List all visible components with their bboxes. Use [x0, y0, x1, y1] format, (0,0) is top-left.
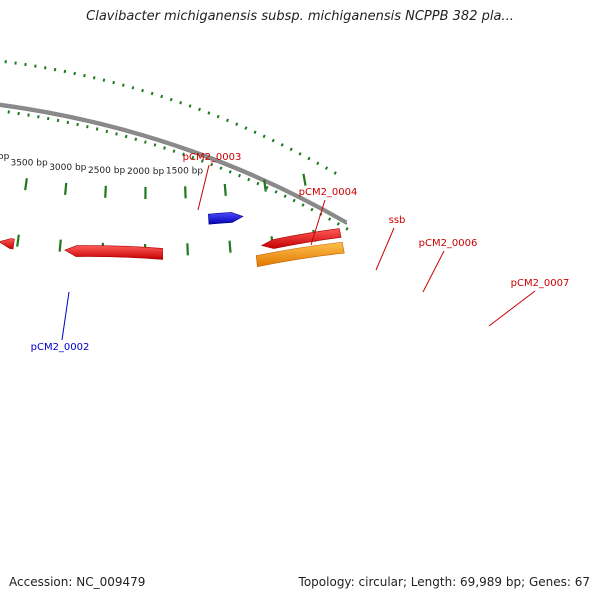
tick-label: 2500 bp: [88, 166, 125, 176]
gene-pcm2-0002[interactable]: [208, 212, 244, 225]
tick-mark-inner: [263, 179, 267, 192]
backbone-shadow: [0, 105, 348, 225]
gene-label[interactable]: pCM2_0003: [183, 152, 242, 163]
gene-label-leader: [488, 290, 536, 327]
gene-label-leader: [310, 199, 326, 246]
tick-mark-outer: [16, 234, 20, 247]
accession-text: Accession: NC_009479: [9, 575, 146, 589]
gene-label[interactable]: pCM2_0007: [511, 278, 570, 289]
tick-mark-inner: [302, 173, 307, 186]
topology-text: Topology: circular; Length: 69,989 bp; G…: [298, 575, 590, 589]
backbone-circle: [0, 102, 348, 225]
tick-mark-inner: [223, 183, 227, 196]
gene-label-leader: [197, 164, 210, 211]
map-title: Clavibacter michiganensis subsp. michiga…: [86, 9, 514, 24]
tick-label: 2000 bp: [127, 167, 164, 177]
tick-mark-inner: [64, 182, 68, 195]
gene-pcm2-0003[interactable]: [64, 245, 163, 260]
gene-pcm2-0004[interactable]: [0, 238, 15, 250]
gene-label-leader: [375, 227, 395, 271]
tick-label: 1500 bp: [166, 166, 203, 176]
tick-label: 3500 bp: [10, 158, 47, 168]
tick-label: 4000 bp: [0, 152, 10, 162]
gene-feature-0[interactable]: [255, 241, 345, 268]
gene-label-leader: [422, 250, 445, 293]
tick-mark-inner: [104, 185, 107, 198]
tick-mark-inner: [24, 178, 28, 191]
gene-label[interactable]: ssb: [389, 215, 406, 226]
tick-label: 3000 bp: [49, 163, 86, 173]
gene-feature-1[interactable]: [260, 228, 342, 249]
gene-label[interactable]: pCM2_0004: [299, 187, 358, 198]
gene-label[interactable]: pCM2_0002: [31, 342, 90, 353]
gene-label[interactable]: pCM2_0006: [419, 238, 478, 249]
tick-mark-outer: [228, 240, 232, 253]
tick-mark-outer: [58, 239, 62, 252]
gene-label-leader: [61, 291, 70, 341]
